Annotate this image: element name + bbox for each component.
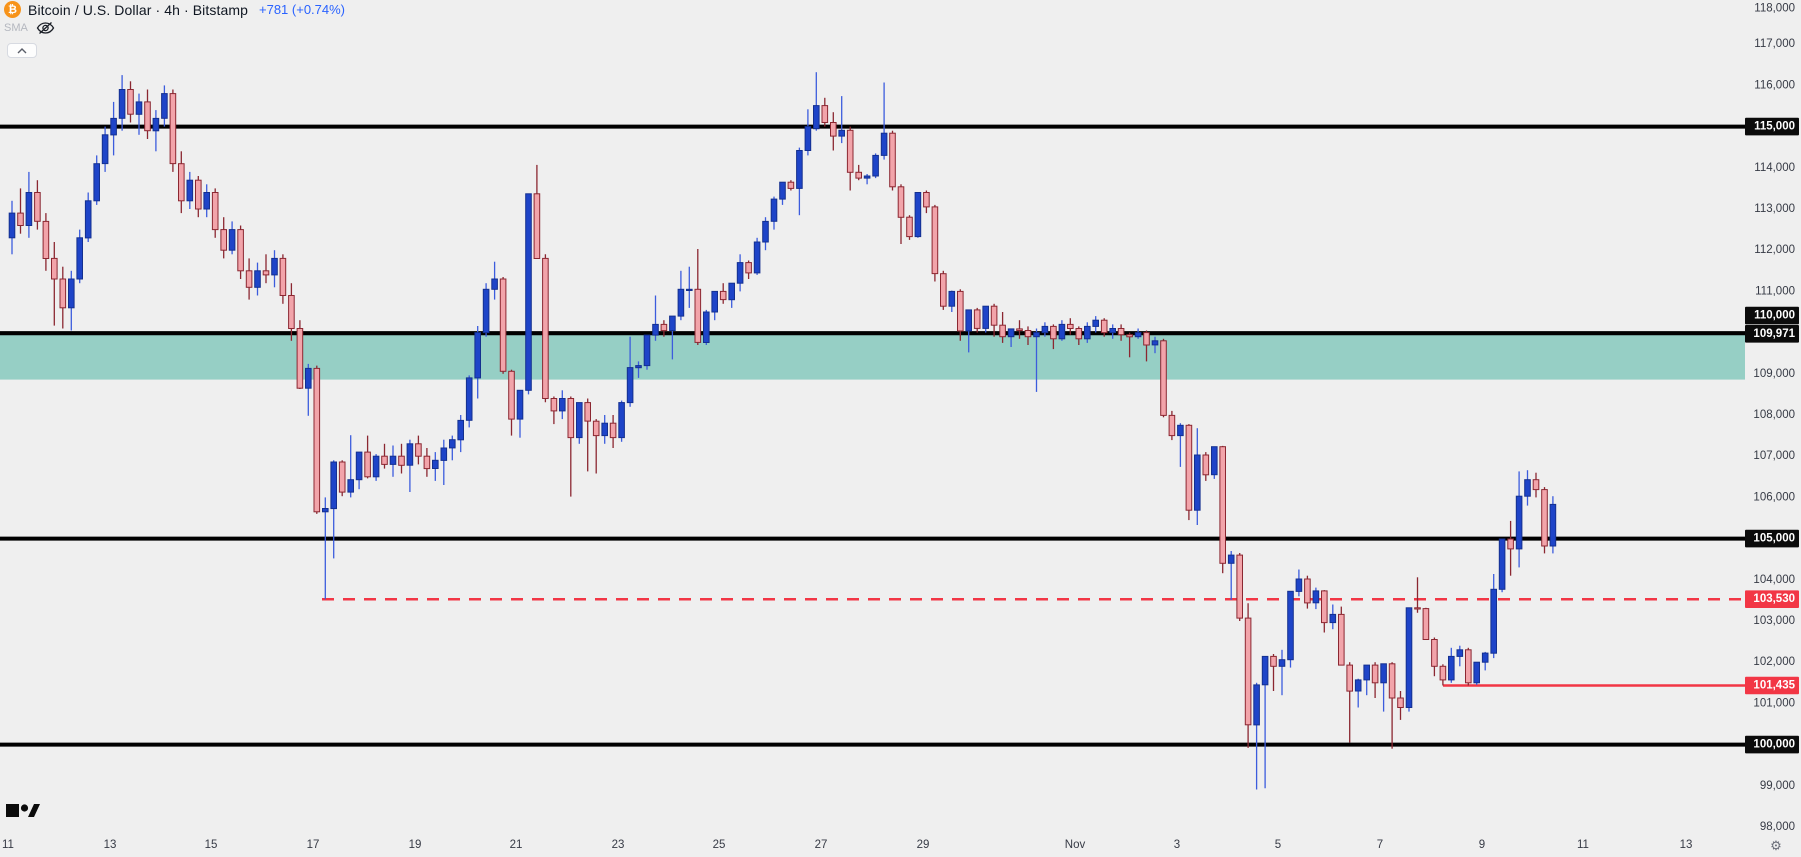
time-tick-label: 27 <box>815 839 828 851</box>
time-tick-label: 13 <box>104 839 117 851</box>
price-tick-label: 106,000 <box>1753 491 1795 503</box>
price-tick-label: 118,000 <box>1754 3 1795 15</box>
time-tick-label: 23 <box>612 839 625 851</box>
price-line-label: 100,000 <box>1745 735 1799 754</box>
time-tick-label: 3 <box>1174 839 1180 851</box>
price-change-label: +781 (+0.74%) <box>259 2 346 17</box>
price-line-label: 101,435 <box>1745 676 1799 695</box>
eye-off-icon[interactable] <box>36 21 55 35</box>
price-tick-label: 107,000 <box>1753 450 1795 462</box>
price-tick-label: 104,000 <box>1753 574 1795 586</box>
price-tick-label: 99,000 <box>1760 780 1795 792</box>
price-line-label: 109,971 <box>1745 325 1799 343</box>
time-tick-label: 13 <box>1680 839 1693 851</box>
svg-text:100,000: 100,000 <box>1753 739 1795 751</box>
price-tick-label: 116,000 <box>1754 79 1795 91</box>
time-tick-label: 25 <box>713 839 726 851</box>
collapse-legend-button[interactable] <box>7 43 37 58</box>
svg-text:109,971: 109,971 <box>1753 328 1795 340</box>
price-tick-label: 108,000 <box>1753 409 1795 421</box>
price-line-label: 103,530 <box>1745 590 1799 608</box>
price-tick-label: 98,000 <box>1760 821 1795 833</box>
price-tick-label: 101,000 <box>1753 697 1795 709</box>
chevron-up-icon <box>17 47 27 53</box>
svg-text:110,000: 110,000 <box>1754 310 1795 322</box>
bitcoin-icon: ₿ <box>4 1 21 18</box>
time-tick-label: 5 <box>1275 839 1281 851</box>
price-line-label: 105,000 <box>1745 529 1799 548</box>
price-line-label: 110,000 <box>1745 306 1799 325</box>
price-tick-label: 102,000 <box>1753 656 1795 668</box>
price-tick-label: 113,000 <box>1754 203 1795 215</box>
time-tick-label: Nov <box>1065 839 1086 851</box>
price-axis[interactable]: 118,000 117,000 116,000 114,000 113,000 112,0… <box>1745 3 1799 834</box>
time-tick-label: 9 <box>1479 839 1485 851</box>
price-tick-label: 109,000 <box>1753 368 1795 380</box>
gear-icon[interactable]: ⚙ <box>1770 838 1782 853</box>
time-tick-label: 15 <box>205 839 218 851</box>
symbol-title[interactable]: Bitcoin / U.S. Dollar · 4h · Bitstamp <box>28 1 248 18</box>
svg-text:103,530: 103,530 <box>1753 593 1795 605</box>
time-tick-label: 11 <box>2 839 14 851</box>
time-tick-label: 29 <box>917 839 930 851</box>
price-tick-label: 103,000 <box>1753 615 1795 627</box>
sma-indicator-label[interactable]: SMA <box>4 22 28 34</box>
supply-zone[interactable] <box>0 333 1745 380</box>
time-axis[interactable]: 11 13 15 17 19 21 23 25 27 29 Nov 3 5 7 9 11 13 <box>2 839 1692 851</box>
indicator-legend-row: SMA <box>4 21 55 35</box>
price-tick-label: 114,000 <box>1754 162 1795 174</box>
tradingview-logo[interactable] <box>6 800 42 823</box>
price-tick-label: 112,000 <box>1754 244 1795 256</box>
svg-text:105,000: 105,000 <box>1753 533 1795 545</box>
price-tick-label: 111,000 <box>1755 285 1795 297</box>
price-tick-label: 117,000 <box>1754 38 1795 50</box>
svg-text:115,000: 115,000 <box>1754 121 1795 133</box>
time-tick-label: 7 <box>1377 839 1383 851</box>
svg-text:101,435: 101,435 <box>1753 680 1795 692</box>
candles-layer[interactable] <box>8 72 1557 790</box>
time-tick-label: 11 <box>1577 839 1589 851</box>
time-tick-label: 17 <box>307 839 320 851</box>
price-line-label: 115,000 <box>1745 117 1799 136</box>
time-tick-label: 21 <box>510 839 523 851</box>
time-tick-label: 19 <box>409 839 422 851</box>
chart-legend-header: ₿ Bitcoin / U.S. Dollar · 4h · Bitstamp … <box>4 1 345 18</box>
